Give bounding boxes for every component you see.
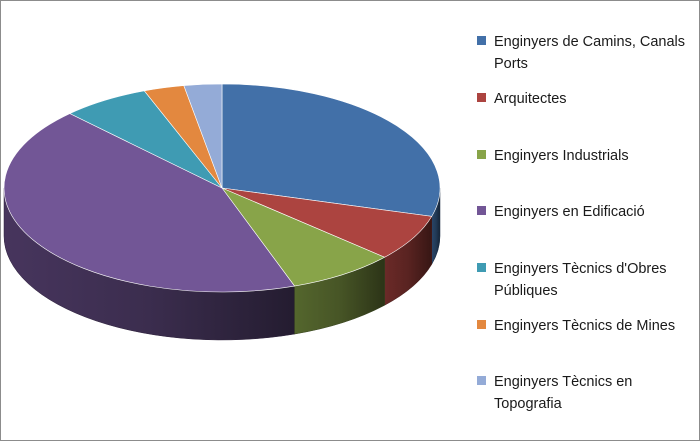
legend-item: Arquitectes (477, 88, 699, 110)
legend-swatch (477, 206, 486, 215)
legend-swatch (477, 376, 486, 385)
legend-label: Enginyers en Edificació (494, 204, 645, 220)
legend-label: Enginyers Tècnics en Topografia (494, 374, 633, 412)
legend-label: Arquitectes (494, 91, 567, 107)
legend-item: Enginyers de Camins, Canals Ports (477, 31, 699, 75)
pie-slice-6 (183, 83, 223, 189)
pie-slice-3 (3, 113, 296, 293)
legend-label: Enginyers Tècnics d'Obres Públiques (494, 261, 667, 299)
legend-swatch (477, 93, 486, 102)
legend-swatch (477, 263, 486, 272)
legend-swatch (477, 36, 486, 45)
legend-item: Enginyers Tècnics en Topografia (477, 371, 699, 415)
pie-slice-1 (221, 187, 433, 258)
legend-item: Enginyers en Edificació (477, 201, 699, 223)
legend-swatch (477, 320, 486, 329)
legend-label: Enginyers Tècnics de Mines (494, 318, 676, 334)
legend-label: Enginyers de Camins, Canals Ports (494, 34, 686, 72)
legend-item: Enginyers Industrials (477, 145, 699, 167)
legend-swatch (477, 150, 486, 159)
pie-slice-2 (221, 187, 386, 287)
pie-top-faces (3, 83, 441, 293)
legend-item: Enginyers Tècnics de Mines (477, 315, 699, 337)
legend-item: Enginyers Tècnics d'Obres Públiques (477, 258, 699, 302)
legend-label: Enginyers Industrials (494, 148, 629, 164)
pie-slice-0 (221, 83, 441, 217)
